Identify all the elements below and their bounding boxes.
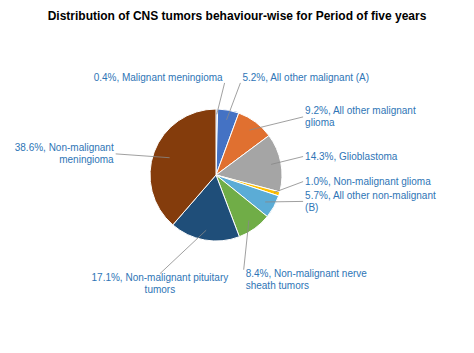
label-line: (B) bbox=[305, 202, 318, 213]
slice-label: 0.4%, Malignant meningioma bbox=[94, 72, 223, 83]
label-line: 9.2%, All other malignant bbox=[305, 105, 416, 116]
label-line: 5.7%, All other non-malignant bbox=[305, 190, 436, 201]
leader-line bbox=[250, 117, 304, 130]
label-line: 0.4%, Malignant meningioma bbox=[94, 72, 223, 83]
leader-line bbox=[271, 157, 303, 165]
label-line: 8.4%, Non-malignant nerve bbox=[246, 268, 368, 279]
leader-line bbox=[244, 220, 249, 269]
label-line: 14.3%, Glioblastoma bbox=[305, 151, 398, 162]
slice-label: 9.2%, All other malignantglioma bbox=[305, 105, 416, 128]
slice-label: 8.4%, Non-malignant nervesheath tumors bbox=[246, 268, 368, 291]
label-line: sheath tumors bbox=[246, 280, 309, 291]
slice-label: 5.2%, All other malignant (A) bbox=[242, 72, 369, 83]
leader-line bbox=[217, 83, 225, 114]
slice-label: 1.0%, Non-malignant glioma bbox=[305, 176, 431, 187]
title: Distribution of CNS tumors behaviour-wis… bbox=[48, 9, 427, 23]
slice-label: 14.3%, Glioblastoma bbox=[305, 151, 398, 162]
leader-line bbox=[160, 230, 206, 273]
label-line: 1.0%, Non-malignant glioma bbox=[305, 176, 431, 187]
leader-line bbox=[274, 182, 303, 193]
label-line: meningioma bbox=[59, 154, 114, 165]
labels: 0.4%, Malignant meningioma 5.2%, All othe… bbox=[15, 72, 436, 295]
slices bbox=[150, 109, 282, 241]
label-line: glioma bbox=[305, 117, 335, 128]
slice-label: 17.1%, Non-malignant pituitarytumors bbox=[92, 272, 229, 295]
slice bbox=[150, 109, 216, 225]
label-line: tumors bbox=[145, 284, 176, 295]
leader-line bbox=[265, 201, 303, 203]
chart: Distribution of CNS tumors behaviour-wis… bbox=[0, 0, 474, 353]
leader-lines bbox=[116, 83, 303, 274]
slice-label: 5.7%, All other non-malignant(B) bbox=[305, 190, 436, 213]
label-line: 17.1%, Non-malignant pituitary bbox=[92, 272, 229, 283]
leader-line bbox=[227, 83, 241, 120]
leader-line bbox=[116, 154, 170, 158]
slice-label: 38.6%, Non-malignantmeningioma bbox=[15, 142, 114, 165]
label-line: 38.6%, Non-malignant bbox=[15, 142, 114, 153]
label-line: 5.2%, All other malignant (A) bbox=[242, 72, 369, 83]
